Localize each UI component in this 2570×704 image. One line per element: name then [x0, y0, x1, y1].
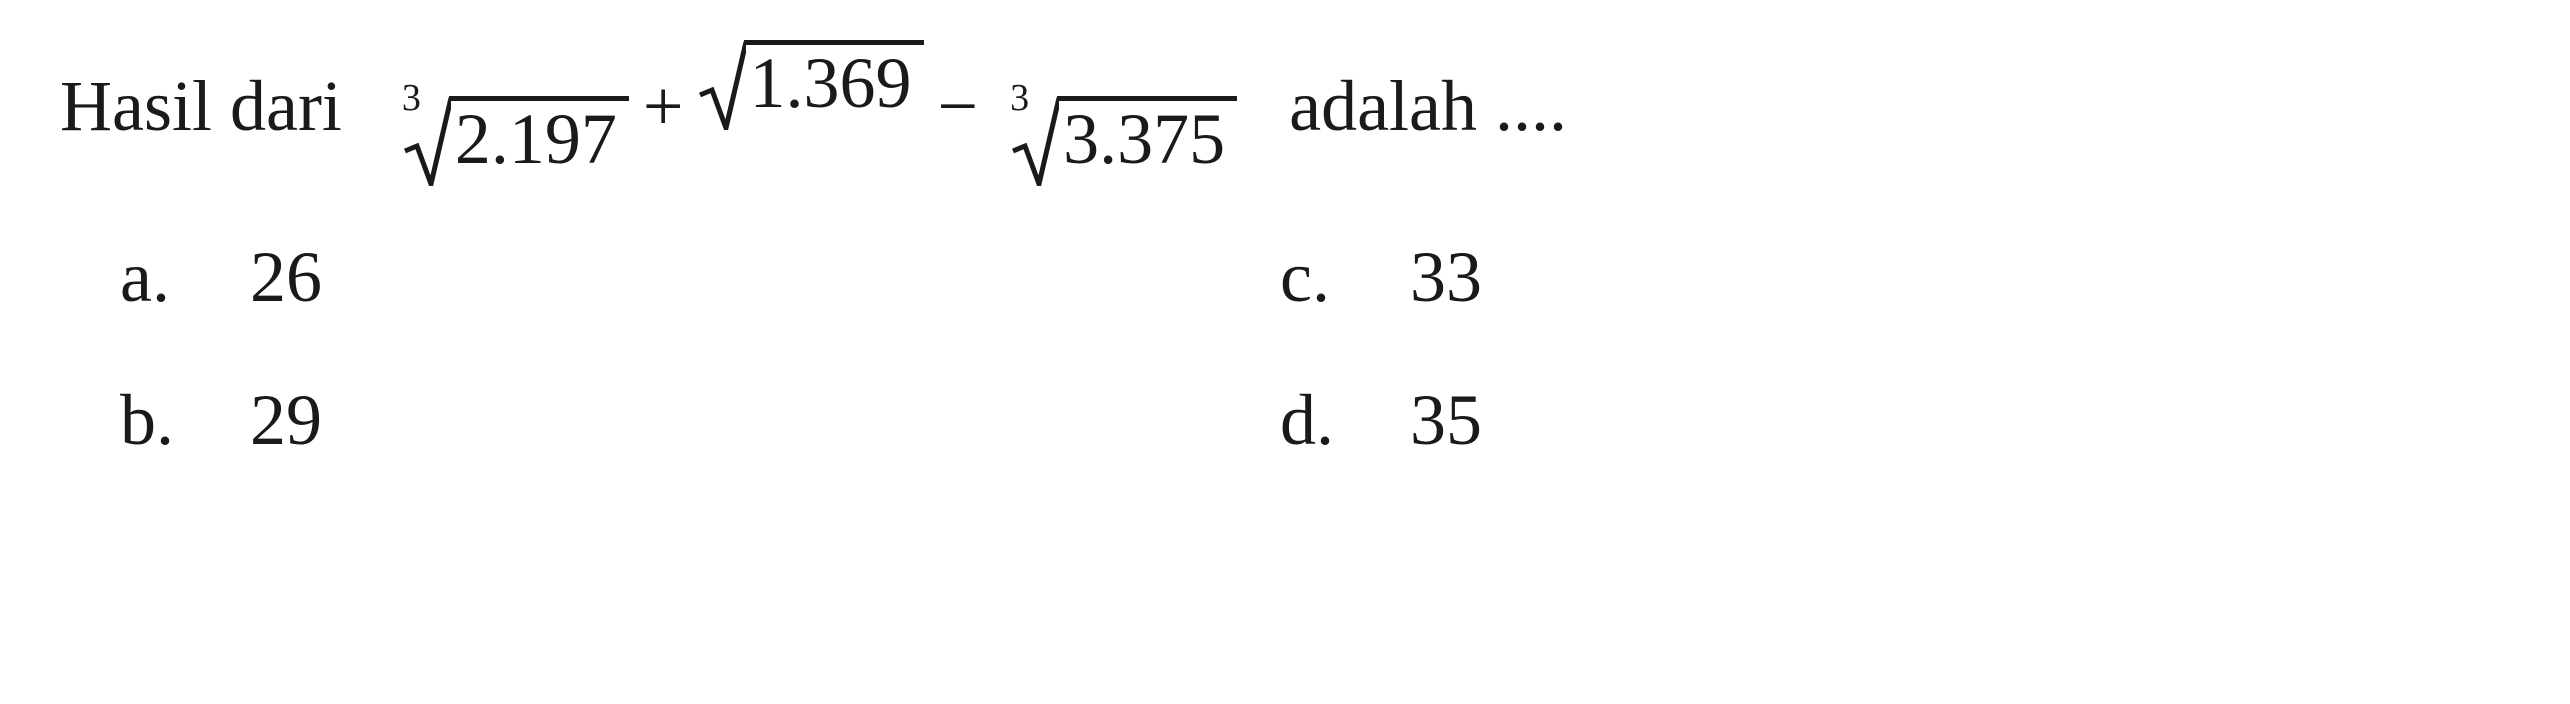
- sqrt-1: 1.369: [698, 40, 924, 130]
- option-b: b. 29: [120, 379, 1220, 462]
- options-grid: a. 26 b. 29 c. 33 d. 35: [60, 236, 2510, 462]
- option-a-value: 26: [250, 236, 322, 319]
- math-expression: 3 2.197 + 1.369 − 3: [380, 40, 1241, 186]
- option-d-letter: d.: [1280, 379, 1340, 462]
- question-stem: Hasil dari 3 2.197 + 1.369: [60, 40, 2510, 186]
- minus-operator: −: [938, 65, 979, 148]
- option-b-value: 29: [250, 379, 322, 462]
- options-column-left: a. 26 b. 29: [120, 236, 1220, 462]
- option-b-letter: b.: [120, 379, 180, 462]
- radical-index-2: 3: [1010, 76, 1029, 120]
- option-c-letter: c.: [1280, 236, 1340, 319]
- option-d: d. 35: [1280, 379, 1482, 462]
- cuberoot-1: 3 2.197: [384, 96, 629, 186]
- option-d-value: 35: [1410, 379, 1482, 462]
- cuberoot-2: 3 3.375: [992, 96, 1237, 186]
- options-column-right: c. 33 d. 35: [1280, 236, 1482, 462]
- question-container: Hasil dari 3 2.197 + 1.369: [60, 40, 2510, 462]
- option-c: c. 33: [1280, 236, 1482, 319]
- plus-operator: +: [643, 65, 684, 148]
- radicand-1: 2.197: [449, 96, 629, 175]
- option-a: a. 26: [120, 236, 1220, 319]
- radicand-3: 3.375: [1057, 96, 1237, 175]
- option-a-letter: a.: [120, 236, 180, 319]
- option-c-value: 33: [1410, 236, 1482, 319]
- question-prefix: Hasil dari: [60, 65, 342, 148]
- radicand-2: 1.369: [744, 40, 924, 119]
- question-suffix: adalah ....: [1289, 65, 1567, 148]
- radical-index-1: 3: [402, 76, 421, 120]
- radical-sign-icon: [698, 40, 746, 130]
